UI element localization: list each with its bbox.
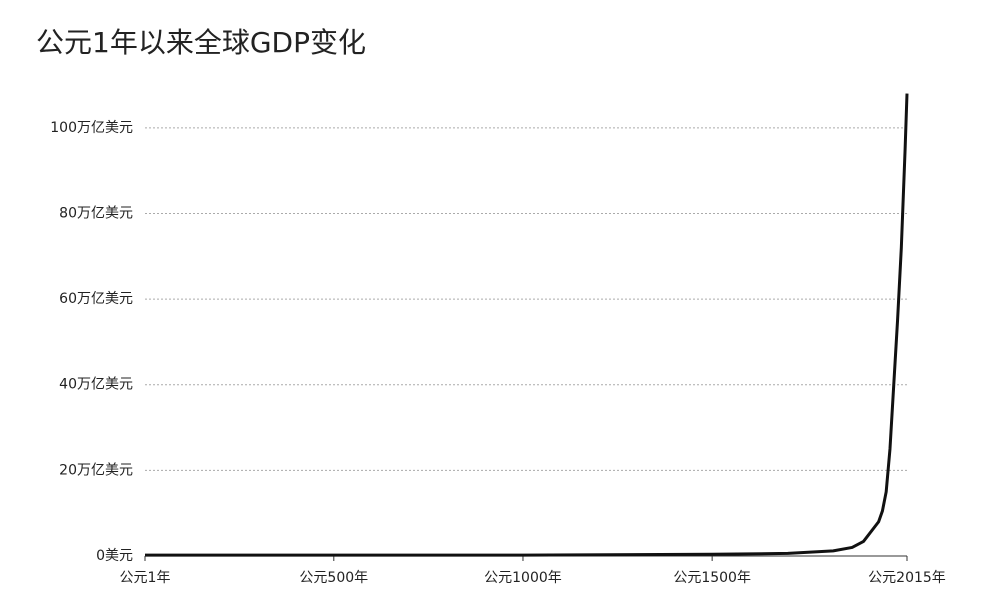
x-tick-label: 公元2015年	[868, 570, 946, 586]
x-tick-label: 公元1年	[120, 570, 171, 586]
x-tick-label: 公元1000年	[484, 570, 562, 586]
x-tick-label: 公元500年	[299, 570, 368, 586]
y-tick-label: 100万亿美元	[50, 120, 133, 136]
y-tick-label: 0美元	[96, 548, 133, 564]
y-tick-label: 40万亿美元	[59, 377, 133, 393]
line-series	[145, 93, 909, 557]
y-tick-label: 80万亿美元	[59, 205, 133, 221]
x-tick-label: 公元1500年	[673, 570, 751, 586]
y-tick-label: 20万亿美元	[59, 462, 133, 478]
chart-title: 公元1年以来全球GDP变化	[36, 26, 366, 59]
y-tick-label: 60万亿美元	[59, 291, 133, 307]
